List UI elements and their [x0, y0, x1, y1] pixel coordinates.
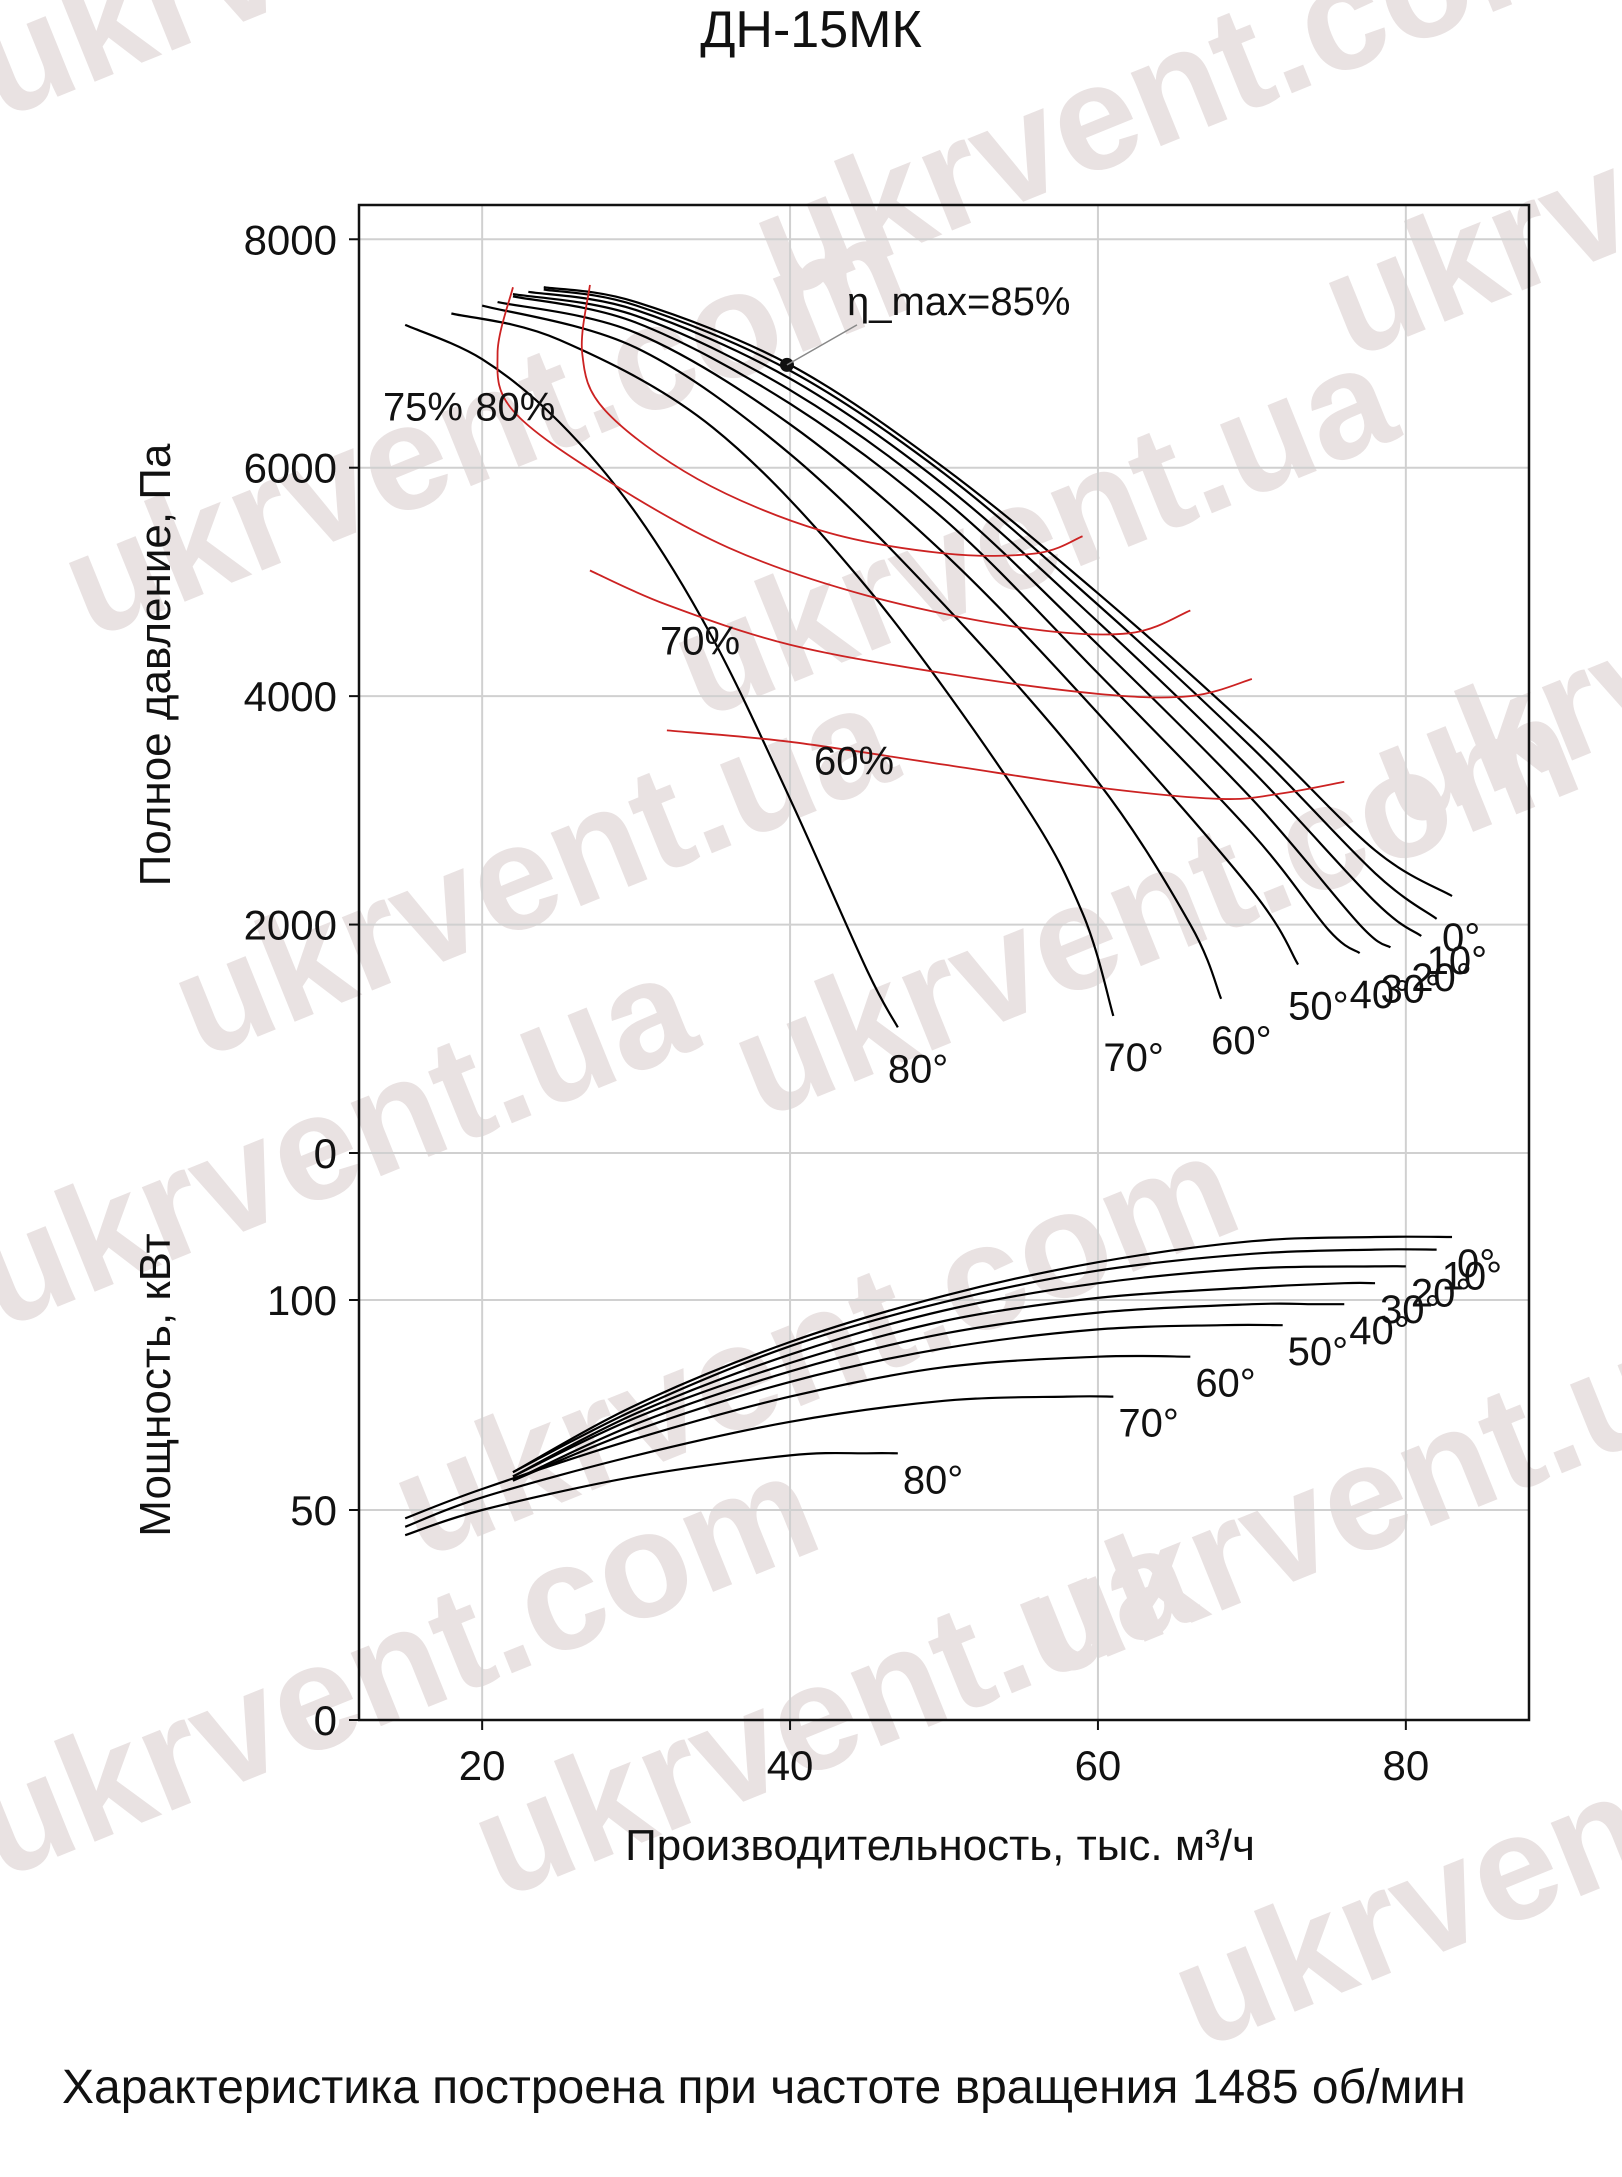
- x-tick-label: 20: [459, 1742, 506, 1789]
- power-curve: [512, 1248, 1437, 1474]
- efficiency-curve: [589, 569, 1253, 699]
- pressure-curve: [512, 295, 1361, 955]
- pressure-curve-label: 0°: [1442, 916, 1480, 960]
- power-curve: [512, 1235, 1453, 1474]
- watermark-text: ukrvent.ua: [0, 0, 717, 150]
- efficiency-label: 60%: [814, 740, 894, 784]
- efficiency-curve: [496, 287, 1191, 636]
- power-curve: [512, 1302, 1345, 1482]
- efficiency-curves: [496, 284, 1345, 800]
- pressure-curve-label: 60°: [1211, 1019, 1272, 1063]
- power-tick-label: 50: [290, 1487, 337, 1534]
- pressure-curve: [481, 304, 1223, 1000]
- chart-title: ДН-15МК: [700, 1, 922, 59]
- pressure-curve-label: 30°: [1380, 967, 1441, 1011]
- pressure-axis-label: Полное давление, Па: [131, 443, 180, 886]
- pressure-curve: [451, 312, 1115, 1017]
- power-curve-label: 0°: [1457, 1242, 1495, 1286]
- power-tick-label: 0: [314, 1697, 337, 1744]
- peak-efficiency-label: η_max=85%: [847, 280, 1070, 324]
- power-curve-label: 70°: [1118, 1402, 1179, 1446]
- pressure-curve: [404, 323, 899, 1028]
- pressure-curve: [543, 288, 1438, 920]
- power-curve-label: 10°: [1442, 1255, 1503, 1299]
- pressure-curves: [404, 286, 1453, 1028]
- pressure-curve-label: 50°: [1288, 985, 1349, 1029]
- x-tick-label: 80: [1382, 1742, 1429, 1789]
- pressure-curve-label: 70°: [1103, 1036, 1164, 1080]
- power-curve: [512, 1323, 1283, 1482]
- peak-leader-line: [786, 324, 858, 366]
- power-curves: [404, 1235, 1453, 1537]
- power-curve-label: 30°: [1380, 1288, 1441, 1332]
- x-tick-label: 40: [767, 1742, 814, 1789]
- pressure-tick-label: 0: [314, 1130, 337, 1177]
- pressure-tick-label: 8000: [244, 216, 337, 263]
- pressure-tick-label: 2000: [244, 902, 337, 949]
- power-curve: [404, 1395, 1114, 1528]
- efficiency-label: 70%: [660, 620, 740, 664]
- power-curve-label: 40°: [1349, 1309, 1410, 1353]
- power-curve: [512, 1265, 1406, 1478]
- x-axis-label: Производительность, тыс. м³/ч: [625, 1821, 1255, 1870]
- power-curve-label: 50°: [1288, 1330, 1349, 1374]
- chart-caption: Характеристика построена при частоте вра…: [62, 2061, 1466, 2114]
- plot-frame: [357, 203, 1531, 1722]
- power-curve-label: 80°: [903, 1458, 964, 1502]
- pressure-curve: [543, 286, 1453, 897]
- curve-labels: 0°10°20°30°40°50°60°70°80°80%75%70%60%η_…: [383, 280, 1502, 1502]
- power-curve: [404, 1354, 1191, 1520]
- x-tick-label: 60: [1075, 1742, 1122, 1789]
- pressure-grid: [359, 205, 1529, 1720]
- power-curve: [512, 1281, 1376, 1478]
- efficiency-label: 75%: [383, 386, 463, 430]
- pressure-curve-label: 20°: [1411, 956, 1472, 1000]
- power-axis-label: Мощность, кВт: [131, 1233, 180, 1536]
- power-curve-label: 60°: [1195, 1362, 1256, 1406]
- pressure-curve-label: 40°: [1350, 973, 1411, 1017]
- power-curve: [404, 1451, 898, 1537]
- pressure-tick-label: 6000: [244, 445, 337, 492]
- pressure-curve-label: 80°: [888, 1047, 949, 1091]
- pressure-curve: [528, 290, 1422, 937]
- efficiency-label: 80%: [475, 386, 555, 430]
- power-tick-label: 100: [267, 1277, 337, 1324]
- power-curve-label: 20°: [1411, 1271, 1472, 1315]
- efficiency-curve: [666, 729, 1345, 800]
- tick-labels: 20 40 60 80 0 2000 4000 6000 8000 0 50 100: [244, 216, 1430, 1789]
- pressure-curve: [512, 293, 1392, 949]
- efficiency-curve: [580, 284, 1083, 557]
- pressure-curve-label: 10°: [1427, 939, 1488, 983]
- pressure-tick-label: 4000: [244, 673, 337, 720]
